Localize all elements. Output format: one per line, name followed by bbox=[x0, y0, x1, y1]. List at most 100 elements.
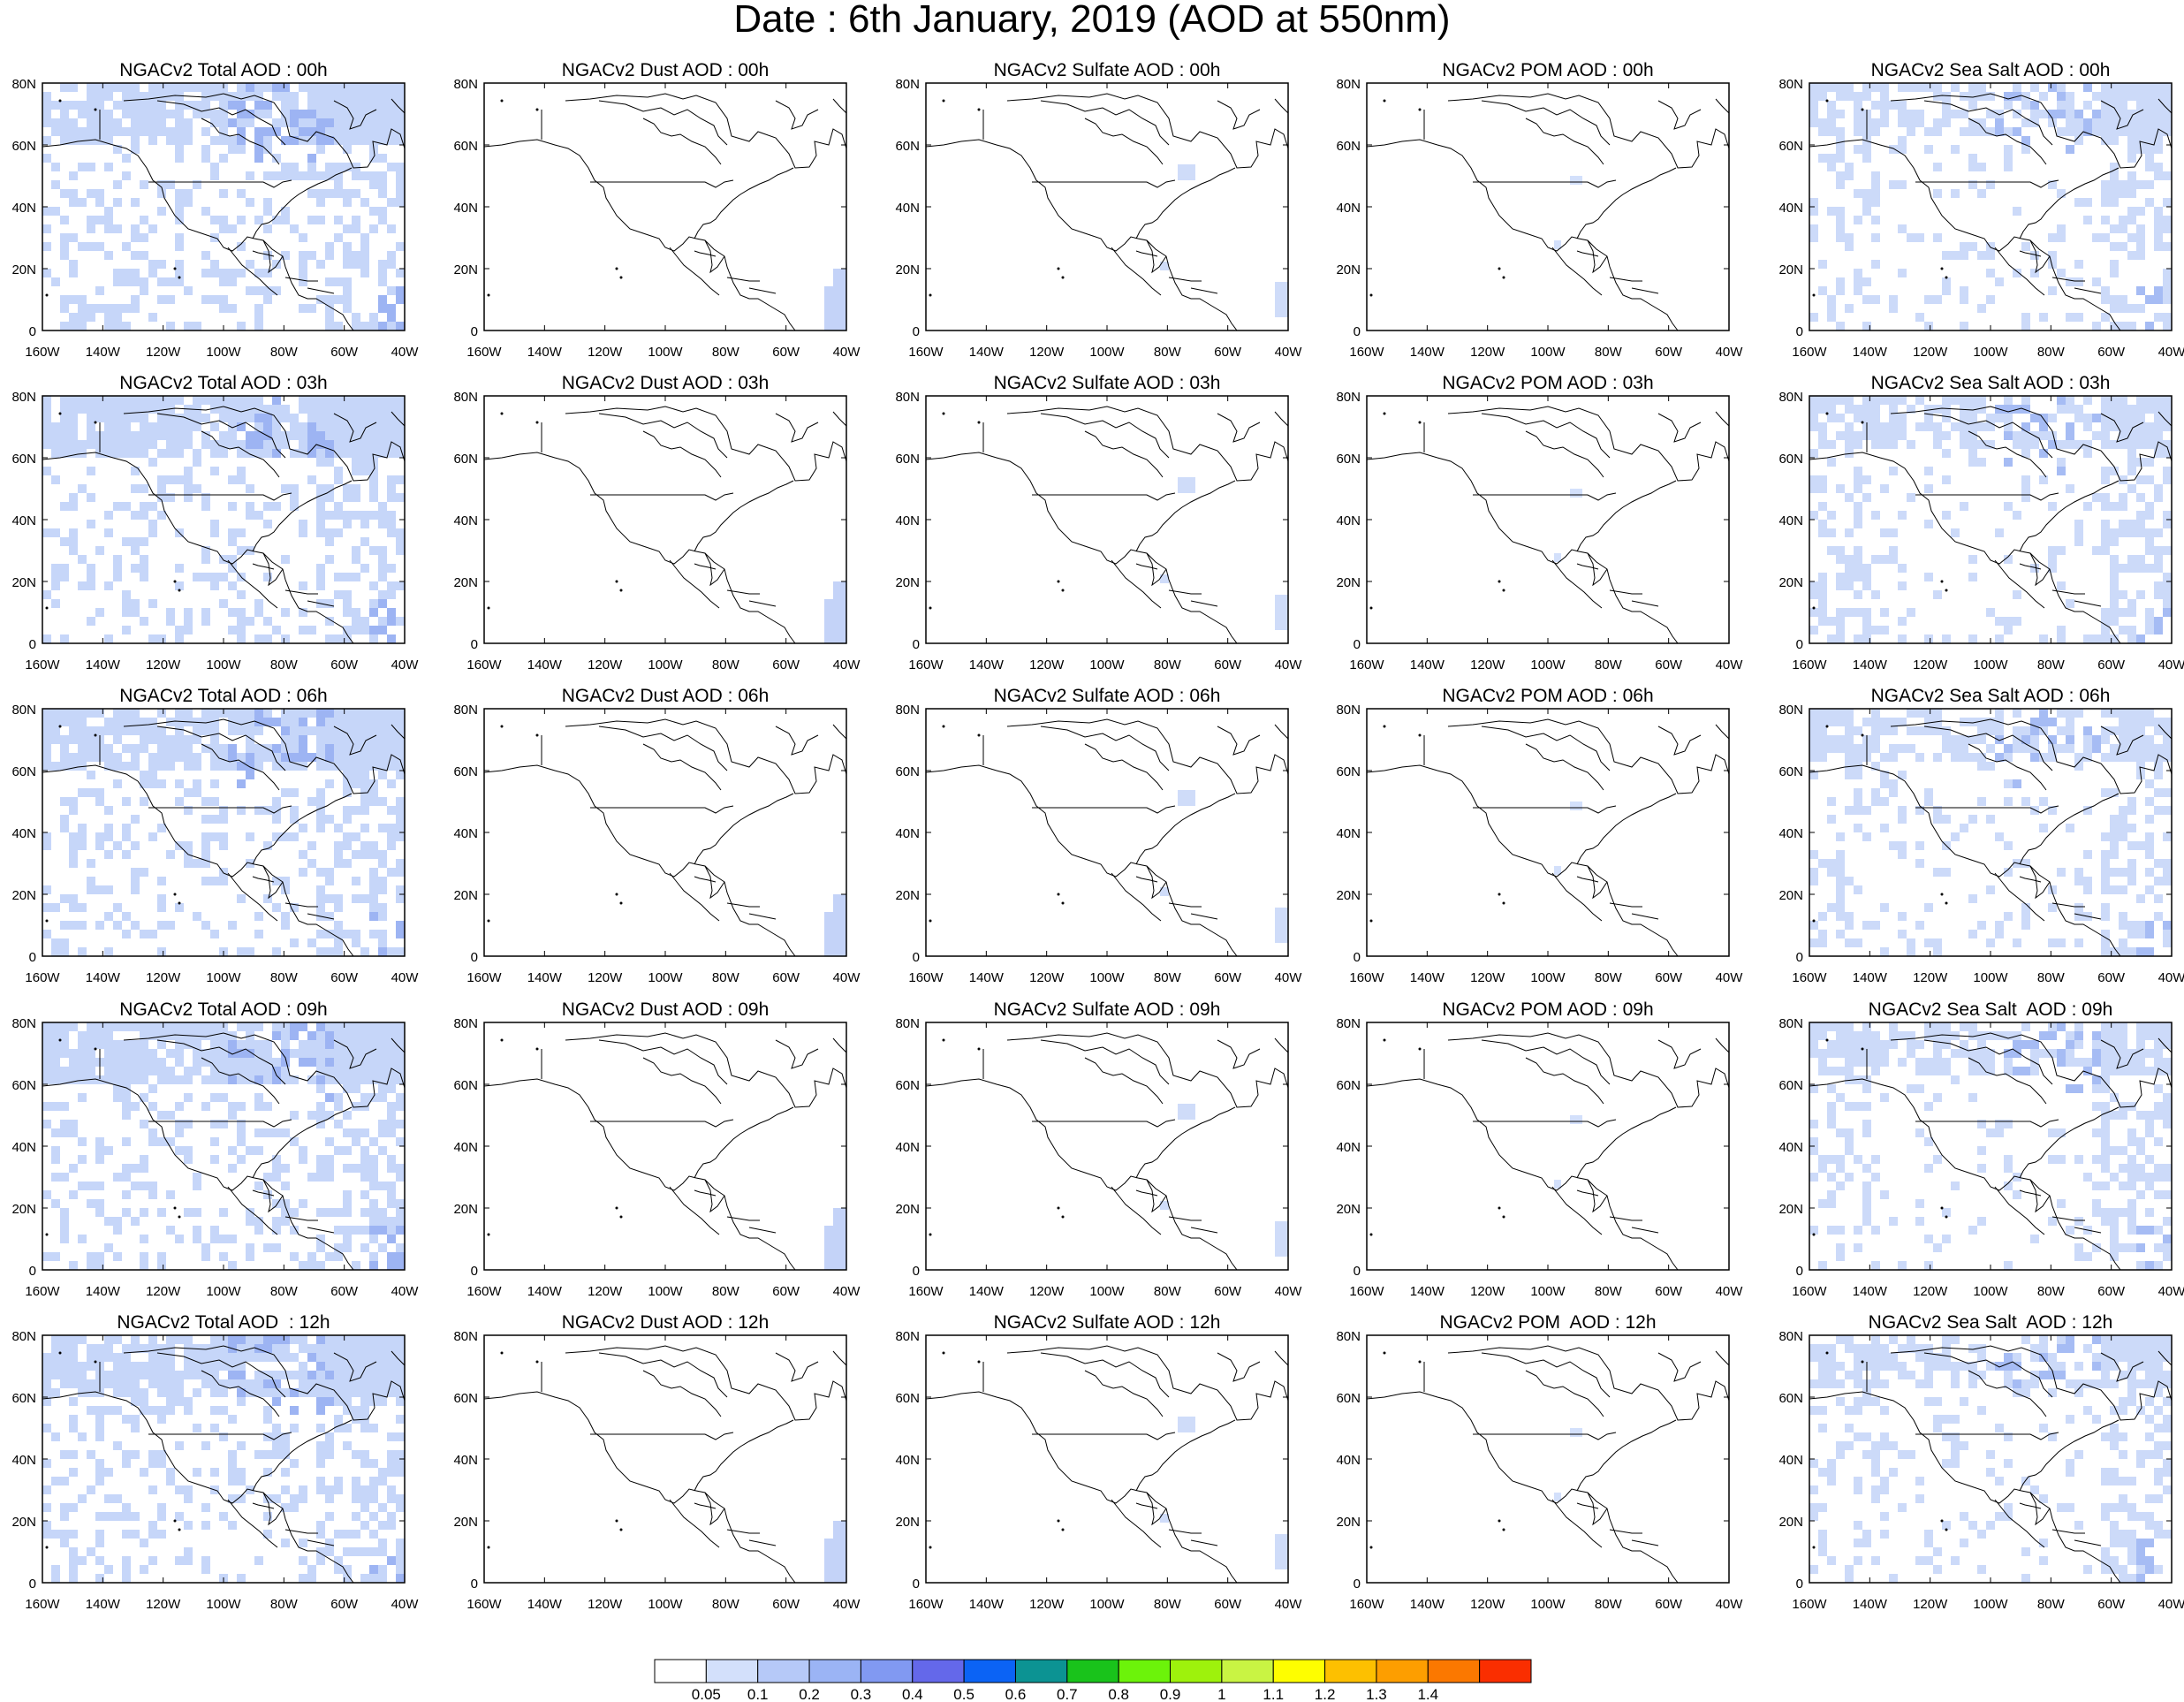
map-plot: 80N 60N 40N 20N 0 160W 140W 120W 100W 80W 60W 40W bbox=[11, 1329, 419, 1612]
lon-tick-label: 120W bbox=[1913, 1284, 1948, 1299]
map-panel: NGACv2 Dust AOD : 00h 80N 60N 40N 20N 0 160W 14… bbox=[440, 58, 882, 372]
lat-tick-label: 0 bbox=[913, 1577, 920, 1592]
lon-tick-label: 120W bbox=[146, 1597, 181, 1612]
lon-tick-label: 80W bbox=[2037, 657, 2066, 672]
lat-tick-label: 0 bbox=[913, 950, 920, 965]
lon-tick-label: 120W bbox=[588, 1284, 623, 1299]
lat-tick-label: 80N bbox=[1336, 1016, 1361, 1031]
lon-tick-label: 80W bbox=[1154, 345, 1182, 360]
lon-tick-label: 160W bbox=[1792, 657, 1827, 672]
lon-tick-label: 40W bbox=[391, 1284, 420, 1299]
colorbar-box bbox=[1066, 1659, 1119, 1683]
lat-tick-label: 20N bbox=[1778, 575, 1803, 590]
coastline bbox=[1809, 718, 2173, 957]
aod-shading bbox=[42, 83, 405, 331]
colorbar-box bbox=[1272, 1659, 1326, 1683]
panel-title: NGACv2 POM AOD : 06h bbox=[1442, 686, 1654, 706]
lon-tick-label: 100W bbox=[1973, 970, 2008, 985]
panel-title: NGACv2 Dust AOD : 12h bbox=[561, 1312, 770, 1333]
panel-title: NGACv2 Sulfate AOD : 06h bbox=[993, 686, 1221, 706]
lat-tick-label: 60N bbox=[1336, 139, 1361, 154]
lon-tick-label: 140W bbox=[86, 1284, 121, 1299]
lat-tick-label: 20N bbox=[453, 1202, 478, 1217]
map-panel: NGACv2 Sea Salt AOD : 03h 80N 60N 40N 20N 0 16… bbox=[1765, 371, 2184, 685]
lon-tick-label: 160W bbox=[25, 657, 60, 672]
lat-tick-label: 40N bbox=[453, 513, 478, 528]
lon-tick-label: 80W bbox=[712, 1284, 740, 1299]
lat-tick-label: 40N bbox=[1778, 201, 1803, 216]
lon-tick-label: 60W bbox=[1655, 1284, 1683, 1299]
lat-tick-label: 40N bbox=[453, 1140, 478, 1155]
colorbar-box bbox=[860, 1659, 914, 1683]
map-panel: NGACv2 Total AOD : 12h 80N 60N 40N 20N 0 160W 1… bbox=[0, 1311, 440, 1624]
lat-tick-label: 20N bbox=[895, 1515, 920, 1530]
lat-tick-label: 60N bbox=[453, 452, 478, 467]
lon-tick-label: 140W bbox=[1853, 345, 1888, 360]
aod-shading bbox=[1554, 802, 1582, 875]
lon-tick-label: 60W bbox=[2097, 345, 2126, 360]
aod-shading bbox=[1554, 489, 1582, 562]
plot-frame bbox=[483, 395, 847, 644]
lon-tick-label: 60W bbox=[1214, 970, 1242, 985]
lat-tick-label: 40N bbox=[1336, 513, 1361, 528]
lon-tick-label: 80W bbox=[1595, 657, 1623, 672]
lat-tick-label: 80N bbox=[11, 1329, 36, 1344]
lon-tick-label: 160W bbox=[25, 1597, 60, 1612]
lon-tick-label: 60W bbox=[330, 1284, 359, 1299]
lat-tick-label: 20N bbox=[453, 575, 478, 590]
lat-tick-label: 0 bbox=[29, 1264, 36, 1279]
lon-tick-label: 80W bbox=[1595, 1597, 1623, 1612]
colorbar-box bbox=[1170, 1659, 1223, 1683]
lon-tick-label: 100W bbox=[1530, 970, 1566, 985]
lat-tick-label: 80N bbox=[895, 77, 920, 92]
lat-tick-label: 20N bbox=[11, 1515, 36, 1530]
map-panel: NGACv2 POM AOD : 00h 80N 60N 40N 20N 0 160W 140… bbox=[1323, 58, 1764, 372]
map-panel: NGACv2 Sulfate AOD : 06h 80N 60N 40N 20N 0 160… bbox=[882, 684, 1323, 998]
lon-tick-label: 120W bbox=[146, 657, 181, 672]
lon-tick-label: 80W bbox=[712, 970, 740, 985]
colorbar-box bbox=[1324, 1659, 1377, 1683]
lat-tick-label: 60N bbox=[1336, 1078, 1361, 1093]
lon-tick-label: 80W bbox=[2037, 970, 2066, 985]
lat-tick-label: 60N bbox=[895, 1391, 920, 1406]
plot-frame bbox=[1366, 708, 1730, 957]
map-plot: 80N 60N 40N 20N 0 160W 140W 120W 100W 80W 60W 40W bbox=[895, 390, 1302, 672]
map-panel: NGACv2 Sulfate AOD : 09h 80N 60N 40N 20N 0 160… bbox=[882, 998, 1323, 1311]
lon-tick-label: 40W bbox=[1716, 1597, 1744, 1612]
lat-tick-label: 40N bbox=[895, 513, 920, 528]
coastline bbox=[925, 718, 1289, 957]
map-panel: NGACv2 Sulfate AOD : 12h 80N 60N 40N 20N 0 160… bbox=[882, 1311, 1323, 1624]
coastline bbox=[42, 93, 406, 331]
lat-tick-label: 60N bbox=[1778, 1391, 1803, 1406]
lat-tick-label: 20N bbox=[1778, 262, 1803, 277]
lat-tick-label: 20N bbox=[1336, 575, 1361, 590]
map-panel: NGACv2 Total AOD : 03h 80N 60N 40N 20N 0 160W 1… bbox=[0, 371, 440, 685]
lat-tick-label: 40N bbox=[11, 201, 36, 216]
lon-tick-label: 60W bbox=[772, 1284, 800, 1299]
map-panel: NGACv2 Dust AOD : 03h 80N 60N 40N 20N 0 160W 14… bbox=[440, 371, 882, 685]
lon-tick-label: 120W bbox=[146, 345, 181, 360]
lon-tick-label: 160W bbox=[466, 970, 502, 985]
lon-tick-label: 120W bbox=[1913, 970, 1948, 985]
lon-tick-label: 80W bbox=[270, 657, 299, 672]
lat-tick-label: 40N bbox=[895, 1140, 920, 1155]
lat-tick-label: 80N bbox=[1778, 77, 1803, 92]
lon-tick-label: 80W bbox=[2037, 1284, 2066, 1299]
aod-shading bbox=[1809, 83, 2172, 331]
page-title: Date : 6th January, 2019 (AOD at 550nm) bbox=[733, 0, 1451, 41]
colorbar-label: 1.3 bbox=[1366, 1686, 1387, 1701]
lon-tick-label: 140W bbox=[1853, 970, 1888, 985]
lon-tick-label: 60W bbox=[1655, 970, 1683, 985]
lat-tick-label: 40N bbox=[453, 1453, 478, 1468]
lat-tick-label: 20N bbox=[11, 262, 36, 277]
lat-tick-label: 20N bbox=[1778, 888, 1803, 903]
lon-tick-label: 80W bbox=[712, 1597, 740, 1612]
lon-tick-label: 60W bbox=[772, 345, 800, 360]
lat-tick-label: 80N bbox=[895, 1329, 920, 1344]
map-plot: 80N 60N 40N 20N 0 160W 140W 120W 100W 80W 60W 40W bbox=[1778, 77, 2184, 360]
aod-shading bbox=[1160, 1417, 1288, 1569]
map-plot: 80N 60N 40N 20N 0 160W 140W 120W 100W 80W 60W 40W bbox=[11, 77, 419, 360]
lon-tick-label: 160W bbox=[1349, 657, 1384, 672]
colorbar-box bbox=[912, 1659, 965, 1683]
lon-tick-label: 60W bbox=[330, 1597, 359, 1612]
